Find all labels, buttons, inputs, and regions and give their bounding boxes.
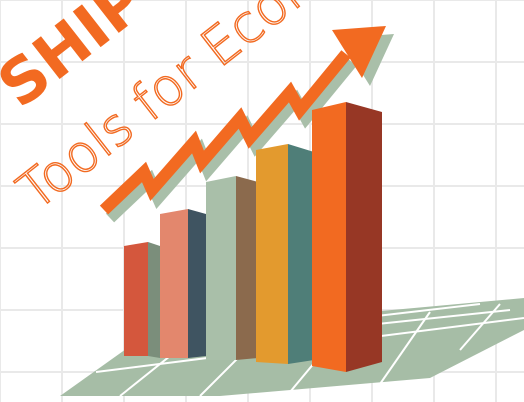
bar-5: [312, 102, 382, 372]
bar-4: [256, 144, 314, 364]
bar-chart-icon: [124, 102, 382, 372]
growth-arrow-icon: [99, 26, 386, 215]
bar-1: [124, 242, 160, 358]
bar-3: [206, 176, 258, 360]
bar-2: [160, 209, 206, 358]
